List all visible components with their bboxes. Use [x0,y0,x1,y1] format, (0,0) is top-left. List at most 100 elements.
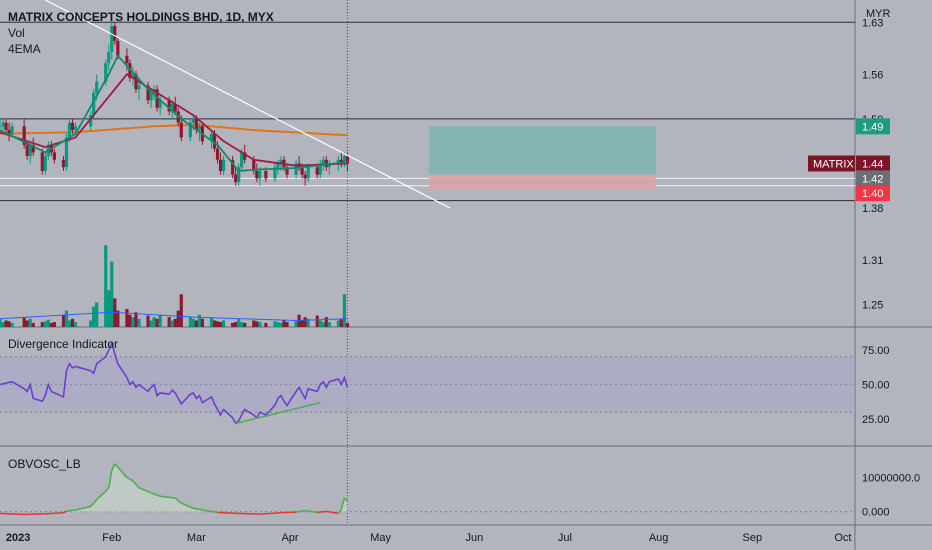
volume-bar [237,318,241,327]
price-tick-label: 1.63 [862,17,883,29]
candle-body [89,115,93,127]
volume-bar [179,294,183,327]
candle-body [336,159,340,164]
volume-bar [197,314,201,327]
volume-bar [324,317,328,327]
volume-bar [345,322,350,327]
candle-body [61,159,66,168]
candle-body [146,85,150,101]
candle [318,159,322,179]
obv-segment [343,497,349,502]
volume-bar [128,314,132,327]
candle-body [67,122,72,138]
candle [70,118,75,134]
obv-segment [280,511,297,514]
volume-bar [234,322,238,327]
obv-segment [66,509,76,512]
time-axis-label: Aug [649,532,669,544]
volume-bar [158,314,162,327]
volume-bar [264,322,268,327]
volume-bar [258,322,262,327]
obv-segment [202,509,218,514]
candle-body [279,159,283,164]
rsi-tick-label: 50.00 [862,380,890,392]
volume-bar [194,320,198,327]
obv-segment [238,512,260,515]
time-axis-label: 2023 [6,532,30,544]
candle-body [231,159,235,175]
volume-bar [46,319,50,327]
candle-body [170,104,174,112]
price-tick-label: 1.38 [862,203,883,215]
price-tag-label: 1.42 [862,173,883,185]
chart-title: MATRIX CONCEPTS HOLDINGS BHD, 1D, MYX [8,10,274,24]
candle [1,118,5,131]
volume-bar [70,318,75,327]
candle-body [237,167,241,183]
volume-bar [240,322,244,327]
volume-bar [137,318,141,327]
candle [342,152,347,168]
price-tag-label: 1.49 [862,121,883,133]
candle-body [276,163,280,168]
candle-body [104,63,108,82]
obv-segment [326,510,339,515]
volume-bar [212,320,217,327]
symbol-tag-label: MATRIX [813,159,854,171]
candle [339,152,343,168]
price-tick-label: 1.56 [862,69,883,81]
candle [131,66,135,86]
volume-bar [4,320,8,327]
candle [4,118,8,134]
ema-short-line [0,54,348,172]
candle-body [7,130,11,134]
candle-body [243,152,247,160]
candle [294,159,298,179]
price-tag-label: 1.44 [862,159,883,171]
candle-body [321,159,325,164]
volume-bar [1,322,5,327]
volume-bar [110,261,114,327]
volume-bar [134,312,138,327]
candle [110,14,114,60]
volume-bar [218,322,223,327]
obv-segment [150,492,161,498]
obv-segment [111,463,116,471]
candle [231,156,235,179]
candle [52,148,56,164]
candle [113,22,117,45]
divergence-indicator-title[interactable]: Divergence Indicator [8,337,118,351]
obv-segment [160,495,176,499]
rsi-line [0,340,349,425]
obv-segment [24,512,46,516]
volume-bar [306,318,310,327]
time-axis-label: Oct [834,532,851,544]
candle [134,70,138,93]
volume-indicator-label[interactable]: Vol [8,26,25,40]
candle-body [318,163,322,175]
volume-bar [125,309,129,327]
symbol-tag-box [808,155,855,172]
obv-segment [107,470,113,488]
volume-bar [64,310,69,327]
candle [258,167,262,186]
candle [107,44,111,71]
candle-body [64,137,69,168]
candle-body [167,100,171,112]
obvosc-indicator-title[interactable]: OBVOSC_LB [8,457,81,471]
candle [303,170,307,186]
candle [40,148,44,175]
candle-body [197,126,201,131]
volume-bar [315,315,319,327]
volume-bar [200,318,205,327]
candle [173,96,177,116]
candle-body [252,159,256,171]
ema-indicator-label[interactable]: 4EMA [8,42,41,56]
volume-bar [28,318,32,327]
obv-segment [63,510,67,514]
volume-bar [52,322,56,327]
volume-bar [209,317,214,327]
candle-body [173,104,177,112]
volume-bar [279,322,283,327]
